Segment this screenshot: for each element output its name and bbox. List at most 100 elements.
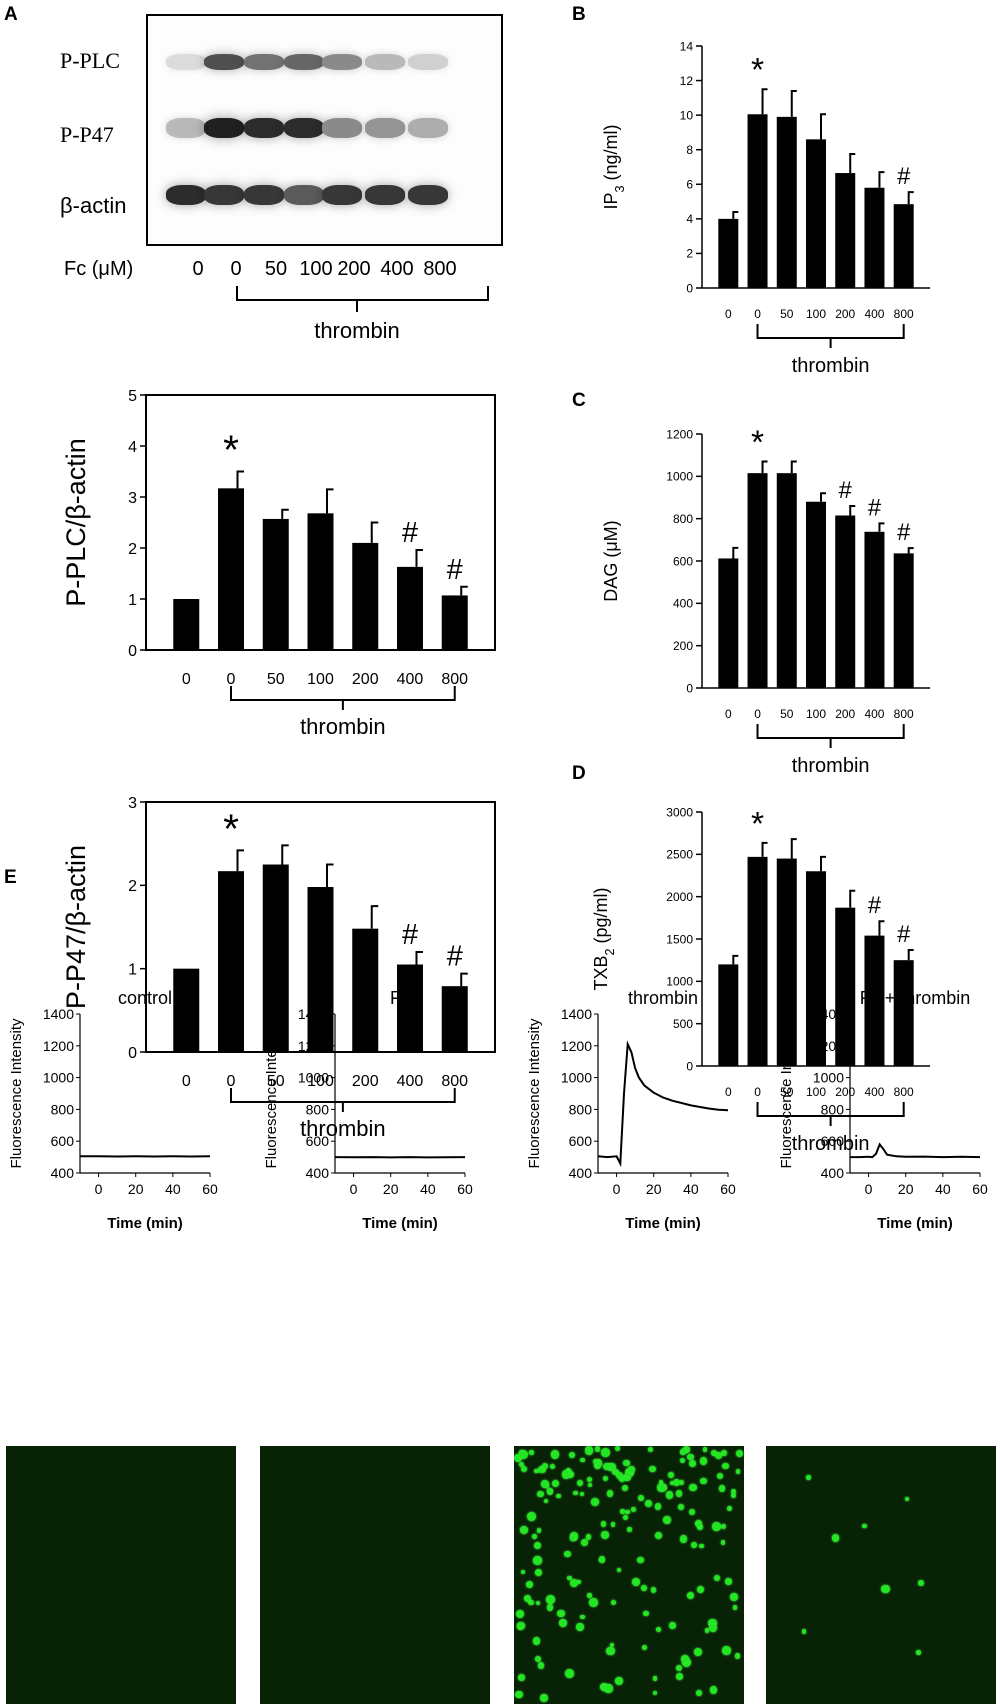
fluorescent-cell [602,1475,609,1482]
significance-mark: # [868,892,882,919]
blot-band [408,185,448,205]
significance-mark: * [751,806,764,843]
fluorescent-cell [672,1478,680,1486]
fluorescent-cell [715,1452,722,1459]
x-tick-label: 800 [441,1073,468,1090]
error-bar [326,863,334,887]
fluorescent-cell [616,1567,621,1572]
fluorescent-cell [699,1477,707,1485]
y-tick-label: 1000 [298,1070,329,1086]
y-tick-label: 1200 [561,1038,592,1054]
fluorescent-cell [702,1446,708,1452]
bar [776,473,797,688]
fluorescent-cell [591,1498,600,1506]
fluorescent-cell [573,1490,578,1496]
fluorescent-cell [514,1454,523,1463]
fluorescent-cell [622,1485,629,1492]
series-line [850,1142,981,1159]
thrombin-bracket [756,1102,905,1126]
x-tick-label: 100 [806,307,826,321]
bar [441,986,468,1052]
fluorescent-cell [658,1480,664,1485]
bar [835,515,856,688]
fluorescent-cell [568,1451,576,1459]
fluorescent-cell [713,1575,720,1582]
fluorescent-cell [533,1542,541,1550]
fluorescent-cell [586,1476,593,1482]
blot-band [322,118,362,138]
x-tick-label: 800 [894,707,914,721]
fc-lane-label: 200 [337,258,371,280]
x-tick-label: 400 [397,1073,424,1090]
fluorescent-cell [689,1460,696,1468]
y-tick-label: 6 [686,178,693,192]
fluorescent-cell [696,1524,704,1531]
bar [893,204,914,288]
fluorescent-cell [720,1523,726,1530]
fluorescent-cell [650,1587,656,1593]
y-tick-label: 5 [128,388,137,405]
fluorescent-cell [679,1535,688,1543]
fluorescent-cell [615,1471,624,1480]
panel-label-a: A [4,4,18,25]
thrombin-bracket [756,324,905,348]
fluorescent-cell [520,1525,529,1534]
blot-band [166,54,206,70]
x-tick-label: 100 [806,707,826,721]
fluorescent-cell [734,1653,741,1659]
error-bar [370,521,379,543]
blot-row-label-actin: β-actin [60,193,127,218]
fluorescent-cell [696,1690,703,1697]
panel-label-e: E [4,867,17,888]
fluorescent-cell [536,1600,541,1605]
x-tick-label: 200 [835,707,855,721]
x-tick-label: 20 [128,1181,144,1197]
fluorescent-cell [801,1629,807,1634]
x-tick-label: 0 [865,1181,873,1197]
x-tick-label: 20 [898,1181,914,1197]
fluorescent-cell [730,1488,737,1495]
y-tick-label: 3 [128,795,137,812]
fluorescent-cell [806,1475,811,1480]
blot-band [204,118,244,138]
fluorescent-cell [675,1672,684,1681]
fluorescent-cell [567,1575,572,1581]
y-tick-label: 1400 [813,1006,844,1022]
fluorescent-cell [559,1619,567,1628]
x-tick-label: 50 [267,671,285,688]
x-tick-label: 100 [307,1073,334,1090]
fluorescent-cell [679,1457,685,1463]
series-line [597,1040,729,1168]
fluorescent-cell [547,1487,553,1493]
western-blot-image [146,14,503,246]
thrombin-bracket [230,686,456,710]
x-tick-label: 40 [683,1181,699,1197]
y-tick-label: 3000 [666,805,693,819]
x-tick-label: 0 [227,1073,236,1090]
fluorescent-cell [600,1521,606,1527]
thrombin-bracket-label: thrombin [300,714,386,739]
x-tick-label: 40 [165,1181,181,1197]
bar [218,871,245,1052]
x-tick-label: 60 [457,1181,473,1197]
fluorescent-cell [620,1509,625,1514]
error-bar [790,460,797,474]
fluorescent-cell [831,1533,840,1542]
x-tick-label: 60 [972,1181,988,1197]
fluorescent-cell [601,1447,610,1457]
fluorescent-cell [641,1585,647,1591]
bar [173,599,200,650]
fluorescent-cell [535,1656,542,1663]
fluorescent-cell [683,1446,690,1453]
fluorescent-cell [669,1622,677,1630]
x-axis-label: Time (min) [877,1215,953,1232]
fluorescent-cell [587,1593,592,1598]
error-bar [236,470,245,489]
fluorescent-cell [881,1584,890,1594]
blot-band [166,118,206,138]
fluorescent-cell [655,1626,662,1632]
fluorescent-cell [540,1479,549,1488]
y-axis-label: Fluorescence Intensity [526,1018,543,1169]
error-bar [761,460,768,474]
y-tick-label: 1200 [43,1038,74,1054]
